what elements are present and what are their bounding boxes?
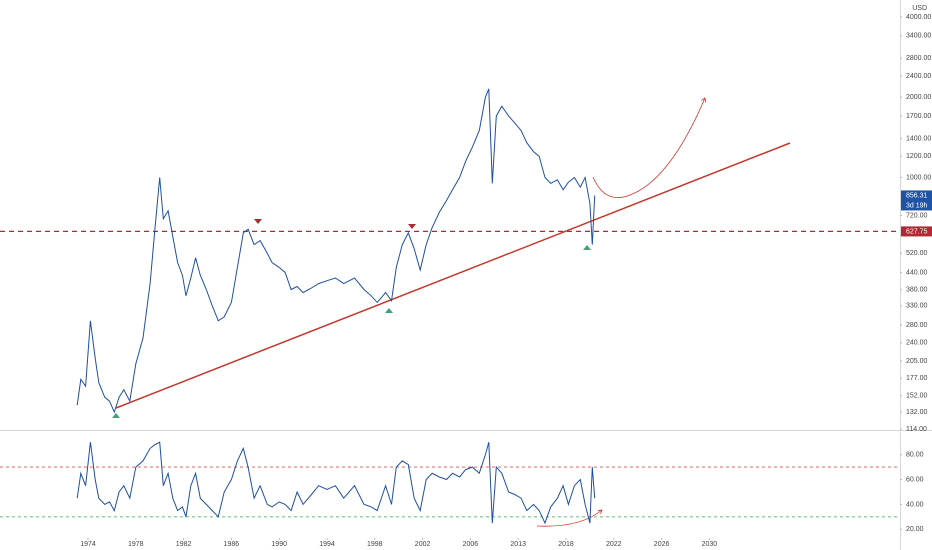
currency-label: USD [912, 5, 927, 12]
x-tick-label: 2022 [606, 541, 622, 548]
top-marker [254, 219, 262, 224]
y-tick-label: 720.00 [906, 212, 928, 219]
y-tick-label: 1200.00 [906, 153, 931, 160]
x-tick-label: 2018 [558, 541, 574, 548]
x-tick-label: 1982 [176, 541, 192, 548]
trend-line [115, 142, 791, 409]
projection-arrow [592, 98, 705, 199]
y-tick-label: 3400.00 [906, 33, 931, 40]
rsi-arrow [536, 510, 602, 527]
y-tick-label: 1400.00 [906, 135, 931, 142]
y-tick-label: 1700.00 [906, 113, 931, 120]
bottom-marker [112, 413, 120, 418]
y-tick-label: 520.00 [906, 250, 928, 257]
y-tick-label: 205.00 [906, 358, 928, 365]
x-tick-label: 1990 [271, 541, 287, 548]
x-tick-label: 2030 [702, 541, 718, 548]
last-price-label: 856.31 [906, 192, 928, 199]
y-tick-label: 20.00 [906, 526, 924, 533]
y-tick-label: 177.00 [906, 375, 928, 382]
y-tick-label: 2800.00 [906, 55, 931, 62]
y-tick-label: 240.00 [906, 340, 928, 347]
price-line-box [901, 226, 932, 237]
y-tick-label: 1000.00 [906, 174, 931, 181]
y-tick-label: 40.00 [906, 501, 924, 508]
y-tick-label: 114.00 [906, 426, 927, 433]
top-marker [408, 224, 416, 229]
bottom-marker [583, 245, 591, 250]
x-tick-label: 1994 [319, 541, 335, 548]
y-tick-label: 2400.00 [906, 73, 931, 80]
y-tick-label: 2000.00 [906, 94, 931, 101]
x-tick-label: 2026 [654, 541, 670, 548]
bottom-marker [385, 308, 393, 313]
x-tick-label: 1986 [224, 541, 240, 548]
y-tick-label: 330.00 [906, 303, 928, 310]
x-tick-label: 2006 [463, 541, 479, 548]
y-tick-label: 440.00 [906, 269, 928, 276]
x-tick-label: 1998 [367, 541, 383, 548]
x-tick-label: 1978 [128, 541, 144, 548]
series-line [76, 88, 596, 414]
x-tick-label: 1974 [80, 541, 96, 548]
y-tick-label: 152.00 [906, 393, 928, 400]
y-tick-label: 4000.00 [906, 14, 931, 21]
bar-timer: 3d 19h [906, 202, 928, 209]
y-tick-label: 60.00 [906, 476, 924, 483]
y-tick-label: 280.00 [906, 322, 928, 329]
series-line [76, 441, 596, 525]
y-tick-label: 380.00 [906, 286, 928, 293]
x-tick-label: 2002 [415, 541, 431, 548]
last-price-box [901, 190, 932, 211]
x-tick-label: 2013 [510, 541, 526, 548]
y-tick-label: 80.00 [906, 451, 924, 458]
y-tick-label: 132.00 [906, 409, 928, 416]
price-line-label: 627.75 [906, 228, 928, 235]
